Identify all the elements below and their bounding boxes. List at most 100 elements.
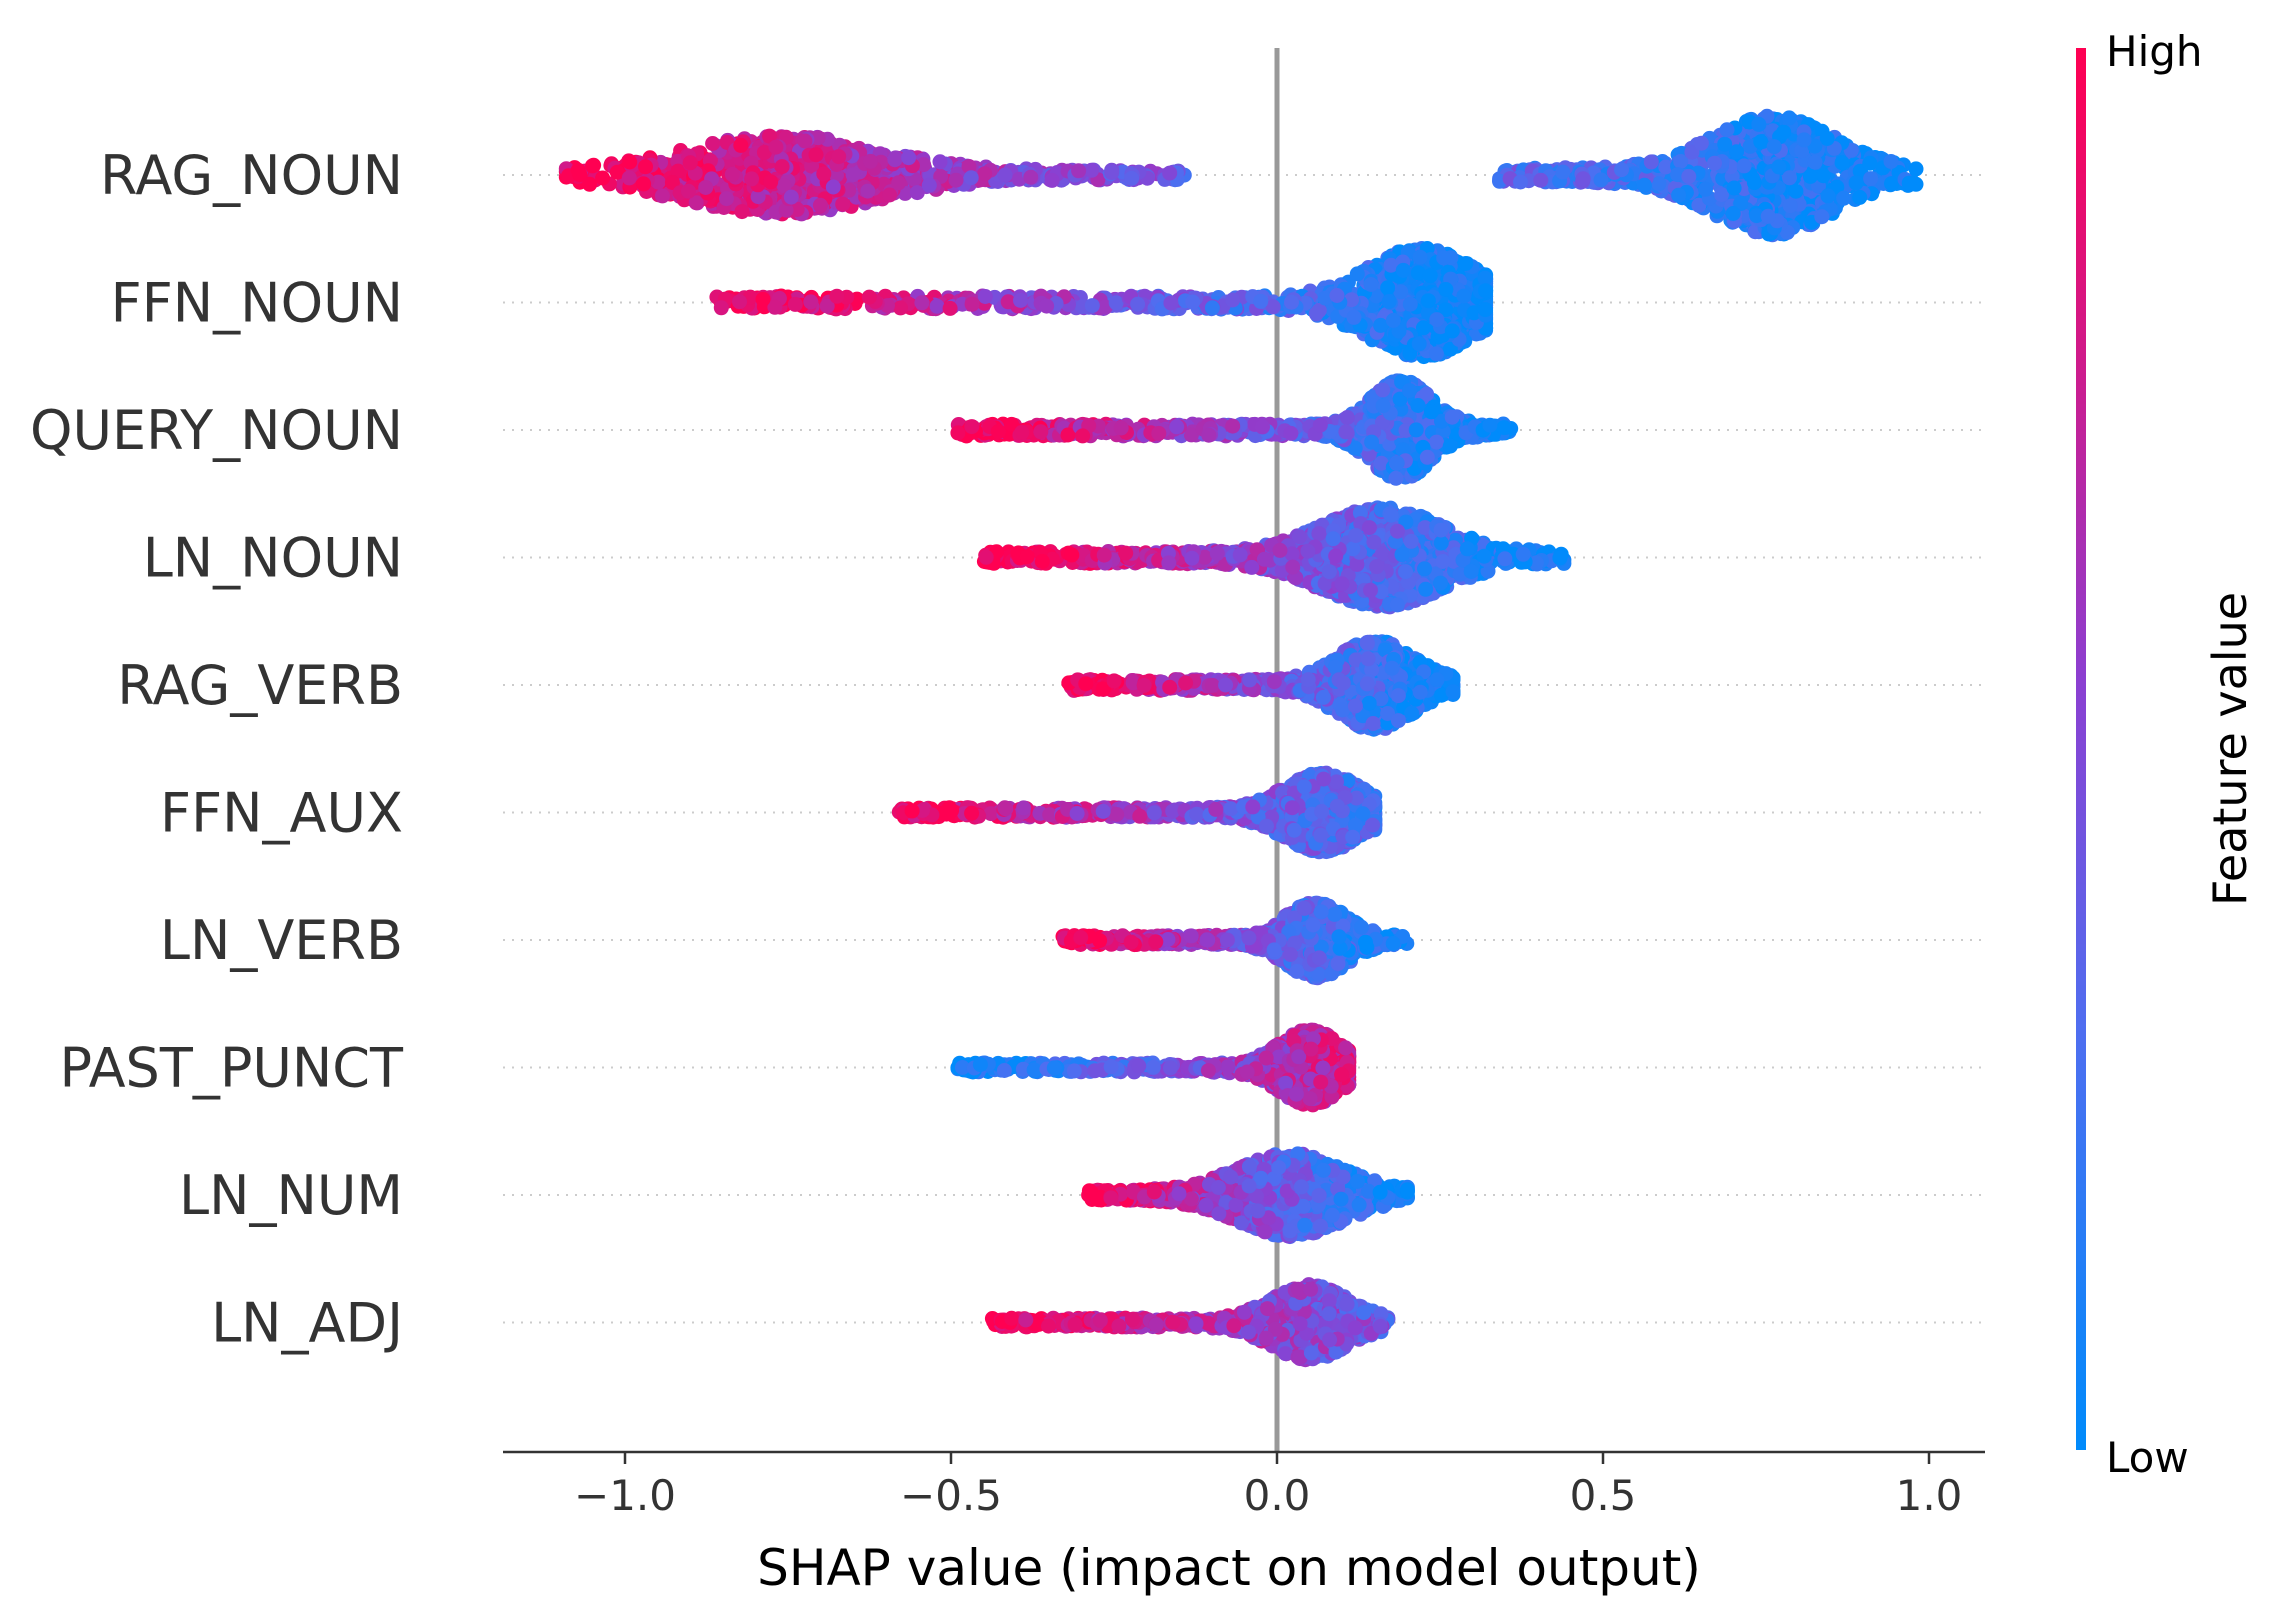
shap-dot: [914, 295, 930, 311]
shap-dot: [1513, 174, 1528, 190]
shap-dot: [1071, 163, 1087, 179]
shap-dot: [1108, 295, 1124, 311]
shap-dot: [1185, 294, 1201, 310]
shap-dot: [1201, 427, 1217, 443]
shap-dots: [558, 108, 1924, 1368]
shap-dot: [733, 137, 749, 153]
shap-dot: [1349, 266, 1365, 282]
feature-row-ln-noun: [976, 500, 1572, 615]
shap-dot: [1862, 155, 1878, 171]
shap-dot: [835, 196, 851, 212]
shap-dot: [724, 166, 740, 182]
shap-dot: [1852, 189, 1868, 205]
shap-dot: [1084, 162, 1100, 178]
shap-dot: [1423, 404, 1439, 420]
shap-dot: [860, 183, 876, 199]
shap-dot: [921, 177, 937, 193]
shap-dot: [1681, 169, 1697, 184]
shap-dot: [755, 291, 771, 307]
shap-dot: [1746, 175, 1762, 191]
shap-dot: [1388, 470, 1404, 486]
shap-dot: [734, 204, 750, 220]
shap-dot: [713, 300, 729, 316]
shap-dot: [1781, 110, 1797, 126]
shap-dot: [1477, 302, 1493, 318]
shap-dot: [1023, 169, 1039, 185]
shap-dot: [950, 425, 966, 441]
shap-dot: [816, 166, 832, 182]
shap-dot: [1908, 161, 1924, 177]
shap-dot: [1719, 122, 1735, 138]
shap-dot: [1113, 420, 1129, 436]
shap-dot: [948, 172, 964, 188]
shap-dot: [1593, 172, 1609, 188]
shap-dot: [636, 176, 652, 192]
shap-dot: [1814, 209, 1830, 225]
shap-dot: [1169, 419, 1185, 435]
shap-dot: [1346, 309, 1362, 325]
shap-dot: [1162, 165, 1178, 181]
shap-dot: [1308, 306, 1324, 322]
shap-dot: [1482, 417, 1498, 433]
feature-row-ffn-noun: [709, 241, 1494, 365]
shap-dot: [893, 300, 908, 316]
shap-dot: [1338, 424, 1354, 440]
shap-dot: [1151, 425, 1167, 441]
shap-dot: [1329, 288, 1345, 303]
shap-dot: [1380, 280, 1396, 296]
shap-dot: [1456, 288, 1472, 304]
shap-dot: [1736, 158, 1752, 174]
shap-dot: [1782, 170, 1797, 186]
shap-dot: [1884, 176, 1899, 192]
shap-dot: [682, 155, 698, 171]
shap-dot: [774, 159, 790, 175]
shap-dot: [1802, 168, 1818, 184]
shap-dot: [1075, 428, 1091, 444]
shap-dot: [825, 179, 841, 195]
shap-dot: [1436, 250, 1452, 266]
shap-dot: [1575, 171, 1591, 187]
shap-dot: [1410, 398, 1426, 413]
shap-dot: [621, 170, 637, 186]
feature-row-rag-noun: [558, 108, 1924, 243]
shap-dot: [1693, 135, 1709, 151]
shap-dot: [650, 174, 666, 190]
shap-dot: [808, 147, 824, 163]
shap-dot: [1084, 298, 1100, 314]
shap-dot: [1339, 410, 1355, 425]
shap-dot: [942, 300, 958, 316]
shap-dot: [1442, 438, 1458, 454]
shap-dot: [964, 419, 980, 435]
shap-dot: [1444, 323, 1460, 339]
shap-dot: [1375, 382, 1391, 398]
shap-dot: [1458, 256, 1474, 271]
shap-dot: [1671, 187, 1687, 203]
shap-dot: [1834, 155, 1850, 171]
shap-dot: [1225, 418, 1241, 434]
shap-dot: [1836, 190, 1852, 206]
shap-dot: [1820, 188, 1836, 204]
shap-dot: [1408, 422, 1424, 438]
shap-dot: [1312, 417, 1328, 433]
shap-dot: [1788, 183, 1804, 199]
shap-dot: [1428, 346, 1444, 362]
shap-dot: [1363, 277, 1379, 292]
shap-dot: [1444, 409, 1460, 425]
shap-dot: [787, 296, 803, 312]
shap-dot: [929, 298, 945, 314]
shap-dot: [1422, 268, 1438, 284]
shap-dot: [1751, 116, 1767, 132]
shap-dot: [1555, 164, 1571, 180]
shap-dot: [964, 296, 980, 312]
shap-dot: [1643, 154, 1659, 170]
shap-dot: [1130, 296, 1146, 312]
shap-dot: [586, 157, 602, 173]
shap-dot: [977, 166, 993, 182]
shap-dot: [1429, 312, 1445, 328]
shap-dot: [1771, 159, 1787, 175]
shap-dot: [1416, 320, 1431, 336]
shap-dot: [831, 149, 847, 165]
shap-dot: [1901, 175, 1917, 191]
shap-dot: [1255, 419, 1270, 435]
